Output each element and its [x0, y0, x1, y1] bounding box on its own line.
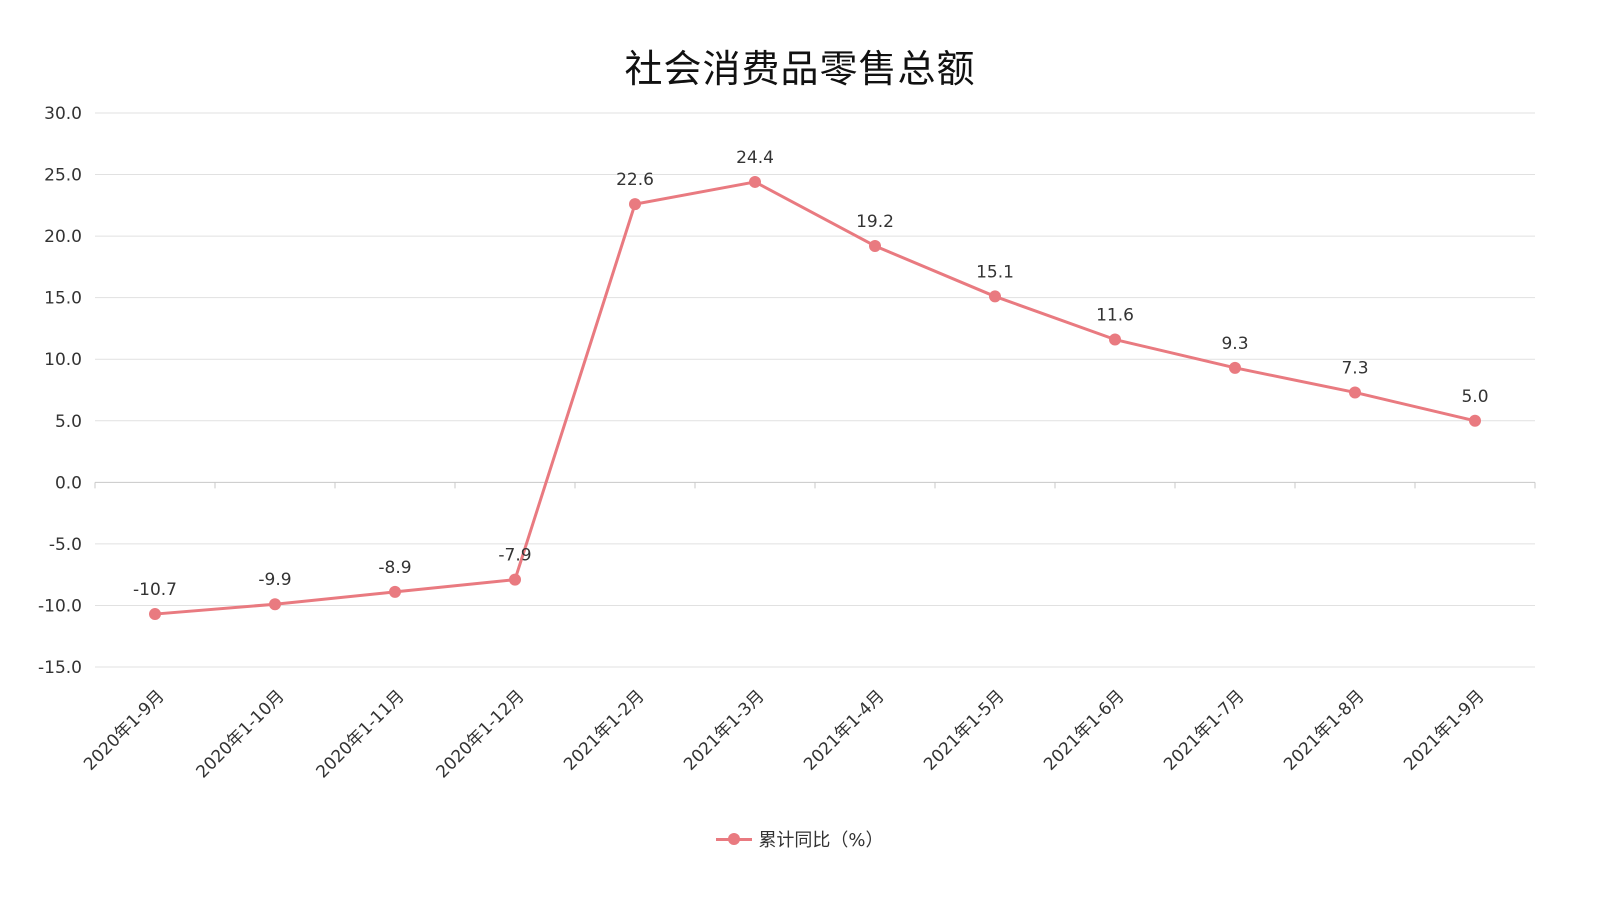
- data-point[interactable]: [989, 290, 1001, 303]
- data-point[interactable]: [1109, 333, 1121, 346]
- legend-label: 累计同比（%）: [758, 830, 884, 851]
- data-label: -8.9: [378, 558, 411, 578]
- y-tick-label: 25.0: [44, 166, 82, 186]
- data-label: -10.7: [133, 580, 177, 600]
- y-tick-label: 0.0: [55, 473, 82, 493]
- data-point[interactable]: [1469, 414, 1481, 427]
- series-layer: [149, 175, 1481, 621]
- data-point[interactable]: [749, 175, 761, 188]
- x-tick-label: 2021年1-3月: [680, 686, 768, 774]
- y-tick-label: -5.0: [49, 535, 82, 555]
- legend-marker-icon: [716, 833, 753, 845]
- axis-layer: 30.0 25.0 20.0 15.0 10.0 5.0 0.0 -5.0 -10.0 -15.0…: [38, 104, 1536, 782]
- y-tick-label: 5.0: [55, 412, 82, 432]
- y-tick-label: 30.0: [44, 104, 82, 124]
- x-tick-label: 2020年1-12月: [432, 686, 528, 782]
- data-label: 7.3: [1341, 358, 1368, 378]
- data-point[interactable]: [869, 239, 881, 252]
- legend-dot-swatch: [728, 833, 741, 845]
- data-label: 24.4: [736, 148, 774, 168]
- x-tick-label: 2020年1-10月: [192, 686, 288, 782]
- x-tick-label: 2021年1-4月: [800, 686, 888, 774]
- x-tick-label: 2021年1-2月: [560, 686, 648, 774]
- data-label: 19.2: [856, 212, 894, 232]
- x-tick-label: 2021年1-6月: [1040, 686, 1128, 774]
- y-tick-label: -10.0: [38, 596, 82, 616]
- data-point[interactable]: [509, 573, 521, 586]
- data-label: -7.9: [498, 546, 531, 566]
- data-label: -9.9: [258, 570, 291, 590]
- series-line: [154, 180, 1476, 616]
- x-tick-label: 2021年1-9月: [1400, 686, 1488, 774]
- grid-layer: [95, 112, 1535, 668]
- x-tick-label: 2021年1-7月: [1160, 686, 1248, 774]
- data-label: 22.6: [616, 170, 654, 190]
- legend[interactable]: 累计同比（%）: [0, 826, 1600, 852]
- data-point[interactable]: [269, 598, 281, 611]
- data-label: 11.6: [1096, 306, 1134, 326]
- y-tick-label: 15.0: [44, 289, 82, 309]
- data-point[interactable]: [149, 608, 161, 621]
- x-tick-label: 2020年1-11月: [312, 686, 408, 782]
- x-tick-label: 2021年1-8月: [1280, 686, 1368, 774]
- y-tick-label: -15.0: [38, 658, 82, 678]
- data-point[interactable]: [1229, 361, 1241, 374]
- chart-title: 社会消费品零售总额: [624, 47, 976, 91]
- x-tick-label: 2021年1-5月: [920, 686, 1008, 774]
- data-label: 5.0: [1461, 387, 1488, 407]
- y-tick-label: 10.0: [44, 350, 82, 370]
- data-point[interactable]: [389, 585, 401, 598]
- data-label: 9.3: [1221, 334, 1248, 354]
- data-label: 15.1: [976, 262, 1014, 282]
- x-tick-label: 2020年1-9月: [80, 686, 168, 774]
- data-point[interactable]: [1349, 386, 1361, 399]
- data-label-layer: -10.7 -9.9 -8.9 -7.9 22.6 24.4 19.2 15.1 11.6 9.3…: [133, 148, 1489, 600]
- data-point[interactable]: [629, 198, 641, 211]
- y-tick-label: 20.0: [44, 227, 82, 247]
